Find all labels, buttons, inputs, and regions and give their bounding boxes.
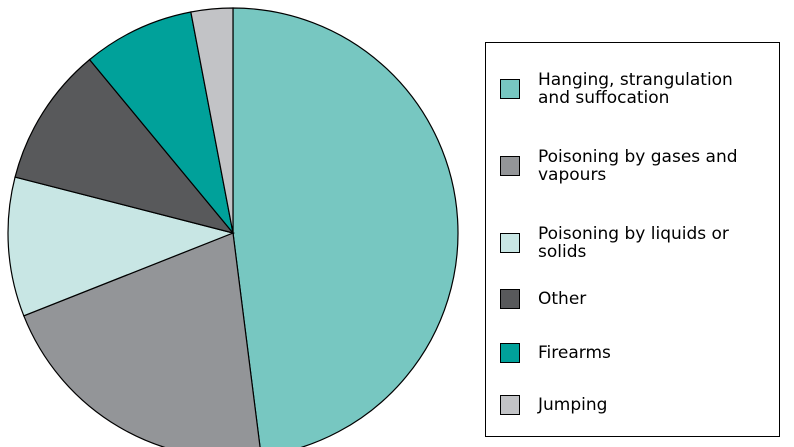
pie-slice <box>232 7 459 447</box>
pie-slice <box>190 7 234 234</box>
legend-label: Jumping <box>538 395 608 415</box>
legend-label: Poisoning by gases and vapours <box>538 147 738 185</box>
pie-slice <box>14 58 235 235</box>
pie-slice <box>88 11 234 234</box>
legend-item: Poisoning by liquids or solids <box>500 225 770 261</box>
legend-item: Hanging, strangulation and suffocation <box>500 71 770 107</box>
legend: Hanging, strangulation and suffocation Po… <box>485 42 780 437</box>
legend-swatch <box>500 233 520 253</box>
legend-swatch <box>500 395 520 415</box>
legend-swatch <box>500 156 520 176</box>
pie-slice <box>23 232 261 447</box>
legend-label: Hanging, strangulation and suffocation <box>538 70 733 108</box>
legend-item: Firearms <box>500 343 770 363</box>
legend-label: Poisoning by liquids or solids <box>538 224 729 262</box>
legend-swatch <box>500 79 520 99</box>
legend-label: Other <box>538 289 587 309</box>
legend-swatch <box>500 343 520 363</box>
pie-slice <box>7 176 235 317</box>
legend-item: Poisoning by gases and vapours <box>500 148 770 184</box>
legend-item: Other <box>500 289 770 309</box>
legend-item: Jumping <box>500 395 770 415</box>
legend-swatch <box>500 289 520 309</box>
legend-label: Firearms <box>538 343 611 363</box>
